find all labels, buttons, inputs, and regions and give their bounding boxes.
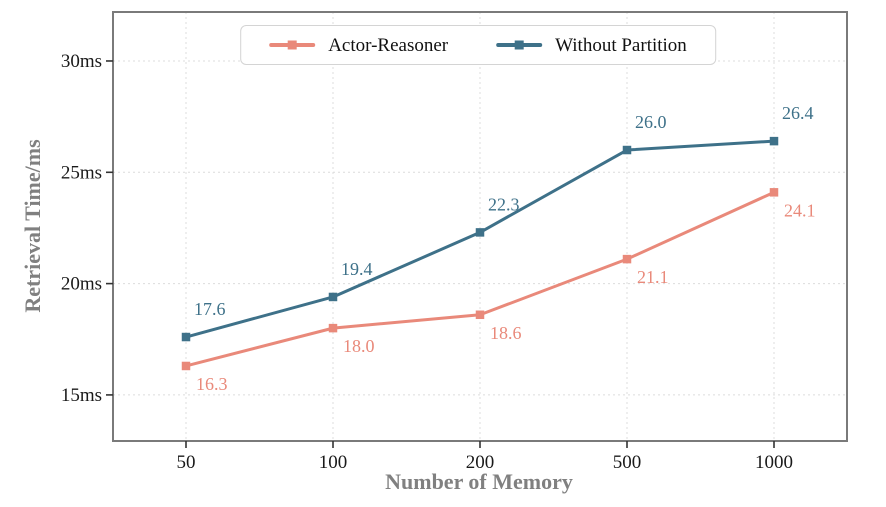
data-point-label: 18.0 [343,336,375,356]
data-point-label: 22.3 [488,194,520,214]
x-tick-label: 200 [466,452,495,473]
data-point-label: 19.4 [341,259,373,279]
data-point-marker [769,188,779,197]
data-point-marker [475,310,485,320]
y-axis-title: Retrieval Time/ms [20,139,45,313]
data-point-marker [328,323,338,333]
data-point-label: 17.6 [194,299,226,319]
x-tick-label: 100 [319,452,348,473]
data-point-marker [769,136,779,146]
data-point-marker [181,332,191,342]
data-point-label: 16.3 [196,374,228,394]
x-tick-label: 500 [613,452,642,473]
legend-label: Actor-Reasoner [328,34,449,56]
x-axis-title: Number of Memory [385,469,573,494]
y-tick-label: 15ms [61,385,102,406]
data-point-label: 24.1 [784,200,816,220]
data-point-marker [181,361,191,371]
data-point-marker [622,145,632,155]
x-tick-label: 50 [177,452,196,473]
data-point-label: 26.4 [782,103,814,123]
data-point-label: 21.1 [637,267,669,287]
data-point-marker [622,254,632,264]
data-point-marker [475,228,485,237]
y-tick-label: 20ms [61,274,102,295]
data-point-label: 26.0 [635,112,667,132]
x-tick-label: 1000 [755,452,793,473]
legend-item-actor-reasoner: Actor-Reasoner [269,36,448,55]
chart-legend: Actor-Reasoner Without Partition [240,25,716,65]
y-tick-label: 25ms [61,162,102,183]
legend-label: Without Partition [555,34,687,56]
legend-item-without-partition: Without Partition [496,36,687,55]
data-point-marker [328,292,338,302]
legend-line-marker-icon [496,40,543,51]
data-point-label: 18.6 [490,323,522,343]
legend-line-marker-icon [269,40,316,51]
y-tick-label: 30ms [61,51,102,72]
